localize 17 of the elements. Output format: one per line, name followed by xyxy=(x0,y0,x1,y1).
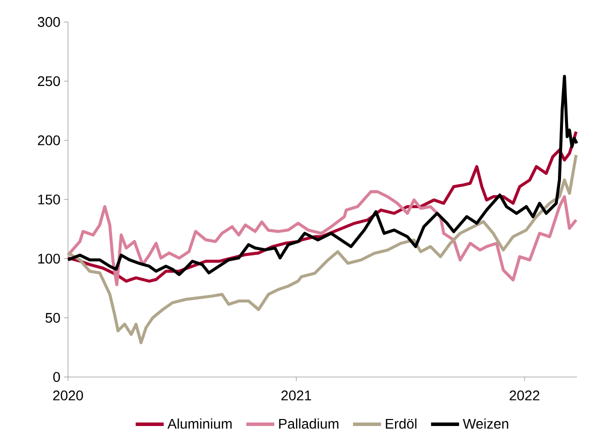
line-series xyxy=(66,190,578,286)
legend-label: Erdöl xyxy=(386,418,416,429)
legend-label: Weizen xyxy=(462,418,508,429)
y-tick-label: 250 xyxy=(38,76,60,86)
x-tick-label: 2021 xyxy=(281,390,312,400)
y-tick-label: 100 xyxy=(38,254,60,264)
x-tick-label: 2022 xyxy=(510,390,540,400)
legend-label: Palladium xyxy=(279,418,338,429)
y-tick-label: 50 xyxy=(46,312,60,323)
y-tick-label: 0 xyxy=(53,372,60,382)
y-tick-label: 200 xyxy=(38,135,60,146)
y-tick-label: 150 xyxy=(38,194,60,204)
x-tick-label: 2020 xyxy=(53,390,83,400)
line-series xyxy=(66,154,578,344)
y-tick-label: 300 xyxy=(38,17,60,27)
line-series xyxy=(66,74,578,276)
legend-label: Aluminium xyxy=(167,418,232,429)
